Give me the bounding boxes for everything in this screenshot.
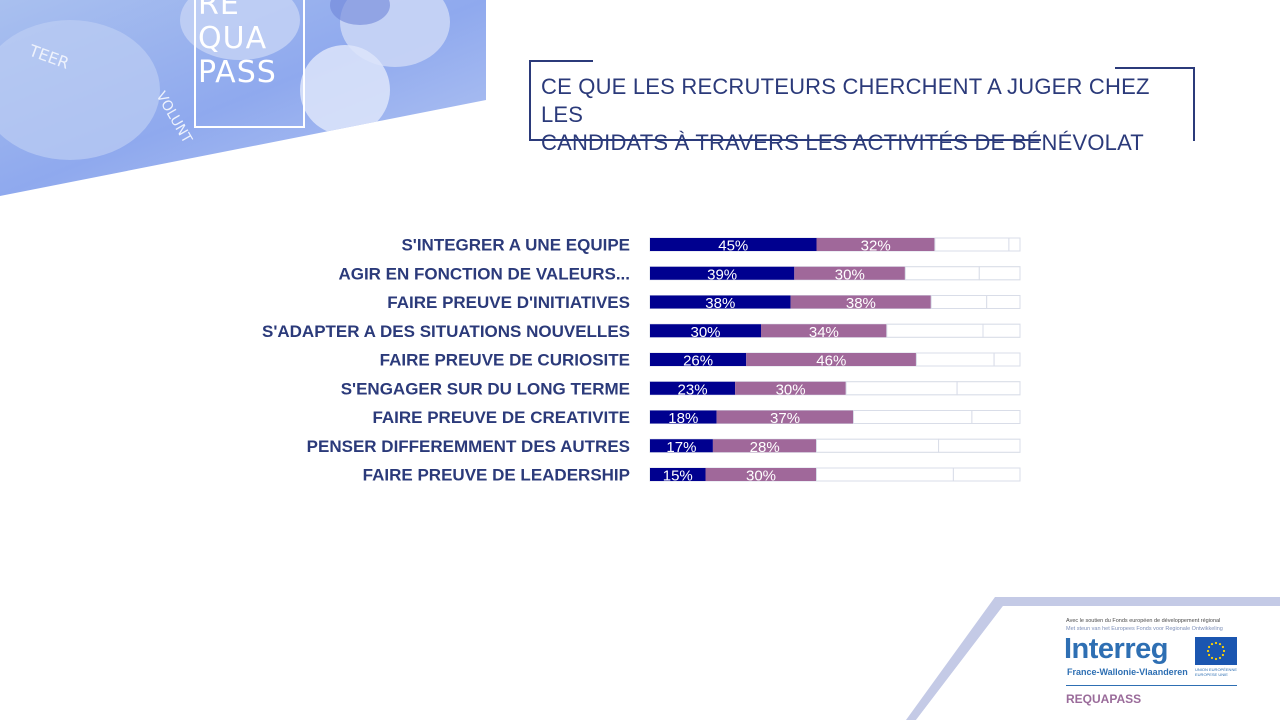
bar-segment-series-2 [712,439,817,453]
bar-segment-series-4 [986,295,1021,309]
bar-segment-series-4 [952,467,1021,482]
bar-segment-series-2 [790,295,932,309]
data-label-series-1: 30% [690,324,720,341]
data-label-series-1: 23% [678,381,708,398]
bar-segment-series-4 [971,410,1021,424]
bar-segment-series-1 [650,381,736,395]
slide-title-box: CE QUE LES RECRUTEURS CHERCHENT A JUGER … [529,60,1195,155]
title-frame-right [1193,67,1195,141]
funding-notice: Avec le soutien du Fonds européen de dév… [1066,617,1266,633]
bar-segment-series-4 [1008,237,1021,252]
category-label: FAIRE PREUVE D'INITIATIVES [387,293,630,312]
category-label: AGIR EN FONCTION DE VALEURS... [338,264,630,283]
interreg-region: France-Wallonie-Vlaanderen [1067,667,1188,677]
bar-segment-series-2 [794,266,906,280]
requapass-logo: RE QUA PASS [194,0,305,128]
eu-caption: UNION EUROPÉENNE EUROPESE UNIE [1195,667,1238,677]
data-label-series-1: 38% [705,295,735,312]
bar-segment-series-2 [746,353,917,366]
header-photo: TEER VOLUNT [0,0,486,196]
data-label-series-2: 30% [776,381,806,398]
bar-segment-series-4 [993,352,1021,367]
bar-segment-series-2 [816,238,935,251]
data-label-series-1: 18% [668,410,698,427]
bar-segment-series-4 [978,266,1021,281]
data-label-series-1: 17% [666,439,696,456]
title-frame-top-right [1115,67,1195,69]
title-frame-left [529,60,531,141]
bar-segment-series-4 [938,438,1021,453]
data-label-series-2: 30% [746,468,776,485]
data-label-series-1: 15% [663,468,693,485]
data-label-series-2: 32% [861,238,891,255]
data-label-series-2: 28% [750,439,780,456]
bar-segment-series-4 [956,381,1021,396]
bar-segment-series-2 [735,381,847,395]
category-label: S'ENGAGER SUR DU LONG TERME [341,379,630,398]
data-label-series-2: 46% [816,353,846,370]
data-label-series-2: 38% [846,295,876,312]
interreg-logo-text: Interreg [1064,633,1168,665]
category-label: S'INTEGRER A UNE EQUIPE [401,236,630,255]
slide-title: CE QUE LES RECRUTEURS CHERCHENT A JUGER … [541,73,1181,157]
bar-segment-series-1 [650,238,817,251]
data-label-series-2: 37% [770,410,800,427]
bar-segment-series-1 [650,468,706,481]
bar-segment-series-1 [650,324,761,338]
data-label-series-1: 26% [683,353,713,370]
data-label-series-2: 30% [835,266,865,283]
category-label: FAIRE PREUVE DE CREATIVITE [372,408,630,427]
data-label-series-2: 34% [809,324,839,341]
bar-segment-series-1 [650,295,791,309]
title-frame-bottom [529,139,1041,141]
category-label: FAIRE PREUVE DE CURIOSITE [380,351,630,370]
category-label: S'ADAPTER A DES SITUATIONS NOUVELLES [262,322,630,341]
bar-segment-series-2 [716,410,854,424]
funding-notice-line-1: Avec le soutien du Fonds européen de dév… [1066,618,1221,624]
title-frame-top [529,60,593,62]
bar-segment-series-1 [650,266,795,280]
footer-divider [1066,685,1237,686]
slide-title-line-2: CANDIDATS À TRAVERS LES ACTIVITÉS DE BÉN… [541,130,1144,155]
bar-segment-series-1 [650,353,747,366]
bar-segment-series-1 [650,410,717,424]
category-label: FAIRE PREUVE DE LEADERSHIP [363,466,630,485]
logo-line-1: RE [198,0,240,22]
logo-line-3: PASS [198,55,277,90]
bar-segment-series-2 [705,468,817,481]
funding-notice-line-2: Met steun van het Europees Fonds voor Re… [1066,626,1223,632]
bar-segment-series-1 [650,439,713,453]
data-label-series-1: 39% [707,266,737,283]
eu-flag-icon [1195,637,1237,665]
slide-title-line-1: CE QUE LES RECRUTEURS CHERCHENT A JUGER … [541,74,1150,127]
bar-segment-series-2 [761,324,887,338]
logo-line-2: QUA [198,21,268,56]
data-label-series-1: 45% [718,238,748,255]
category-label: PENSER DIFFEREMMENT DES AUTRES [307,437,630,456]
bar-segment-series-4 [982,323,1021,338]
footer-project-name: REQUAPASS [1066,692,1142,706]
